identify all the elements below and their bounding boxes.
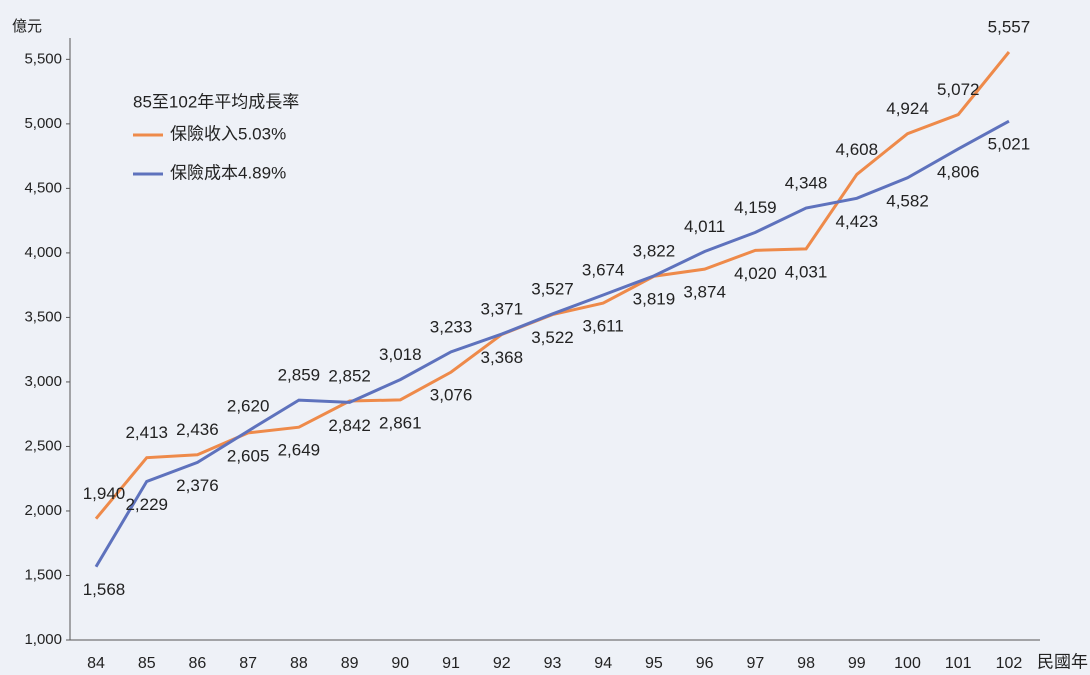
x-tick-label: 101: [945, 655, 972, 672]
data-label: 3,822: [633, 241, 676, 260]
x-tick-label: 96: [696, 655, 714, 672]
x-tick-label: 98: [797, 655, 815, 672]
y-axis-label: 億元: [12, 18, 42, 35]
data-label: 1,940: [83, 484, 126, 503]
data-label: 4,608: [836, 140, 879, 159]
x-tick-label: 86: [189, 655, 207, 672]
data-label: 2,852: [328, 367, 371, 386]
legend: 85至102年平均成長率 保險收入5.03% 保險成本4.89%: [133, 92, 299, 182]
y-tick-label: 3,000: [24, 373, 62, 390]
data-label: 4,031: [785, 262, 828, 281]
data-label: 5,072: [937, 80, 980, 99]
x-tick-label: 87: [239, 655, 257, 672]
data-label: 4,348: [785, 173, 828, 192]
x-tick-label: 91: [442, 655, 460, 672]
y-tick-label: 2,000: [24, 502, 62, 519]
data-label: 4,159: [734, 198, 777, 217]
data-label: 2,861: [379, 413, 422, 432]
x-tick-label: 93: [544, 655, 562, 672]
data-label: 3,674: [582, 260, 625, 279]
x-tick-label: 95: [645, 655, 663, 672]
data-label: 3,611: [583, 317, 624, 336]
x-tick-label: 88: [290, 655, 308, 672]
x-tick-label: 84: [87, 655, 105, 672]
y-tick-label: 5,000: [24, 115, 62, 132]
data-label: 4,011: [684, 217, 725, 236]
data-label: 4,924: [886, 99, 929, 118]
data-label: 4,020: [734, 264, 777, 283]
x-tick-label: 94: [594, 655, 612, 672]
data-label: 4,806: [937, 162, 980, 181]
y-tick-label: 4,000: [24, 244, 62, 261]
data-label: 3,076: [430, 386, 473, 405]
data-label: 2,229: [125, 495, 168, 514]
y-tick-label: 1,000: [24, 631, 62, 648]
legend-label: 保險成本4.89%: [170, 163, 286, 182]
data-label: 2,376: [176, 476, 219, 495]
data-label: 2,649: [278, 441, 321, 460]
x-tick-label: 85: [138, 655, 156, 672]
data-label: 2,413: [125, 423, 168, 442]
x-axis-label: 民國年: [1037, 652, 1088, 671]
data-label: 3,233: [430, 317, 473, 336]
data-label: 2,842: [328, 416, 371, 435]
data-label: 3,018: [379, 345, 422, 364]
data-label: 5,557: [988, 17, 1031, 36]
data-label: 2,436: [176, 420, 219, 439]
data-label: 2,620: [227, 396, 270, 415]
y-tick-label: 3,500: [24, 308, 62, 325]
x-tick-label: 100: [894, 655, 921, 672]
y-tick-label: 2,500: [24, 437, 62, 454]
y-tick-label: 4,500: [24, 179, 62, 196]
x-tick-label: 89: [341, 655, 359, 672]
data-label: 1,568: [83, 580, 126, 599]
data-label: 3,874: [683, 283, 726, 302]
series-line: [94, 119, 1010, 568]
data-label: 4,582: [886, 191, 929, 210]
x-tick-label: 102: [996, 655, 1023, 672]
x-tick-label: 90: [391, 655, 409, 672]
legend-title: 85至102年平均成長率: [133, 92, 299, 111]
y-tick-label: 5,500: [24, 50, 62, 67]
x-tick-label: 92: [493, 655, 511, 672]
legend-label: 保險收入5.03%: [170, 124, 286, 143]
x-tick-label: 99: [848, 655, 866, 672]
data-label: 2,859: [278, 366, 321, 385]
y-tick-label: 1,500: [24, 566, 62, 583]
data-label: 5,021: [988, 135, 1031, 154]
data-label: 2,605: [227, 446, 270, 465]
data-label: 3,527: [531, 279, 574, 298]
data-label: 3,368: [480, 348, 523, 367]
x-tick-label: 97: [746, 655, 764, 672]
data-label: 3,371: [480, 300, 523, 319]
data-label: 3,522: [531, 328, 574, 347]
data-label: 3,819: [633, 290, 676, 309]
data-label: 4,423: [836, 212, 879, 231]
